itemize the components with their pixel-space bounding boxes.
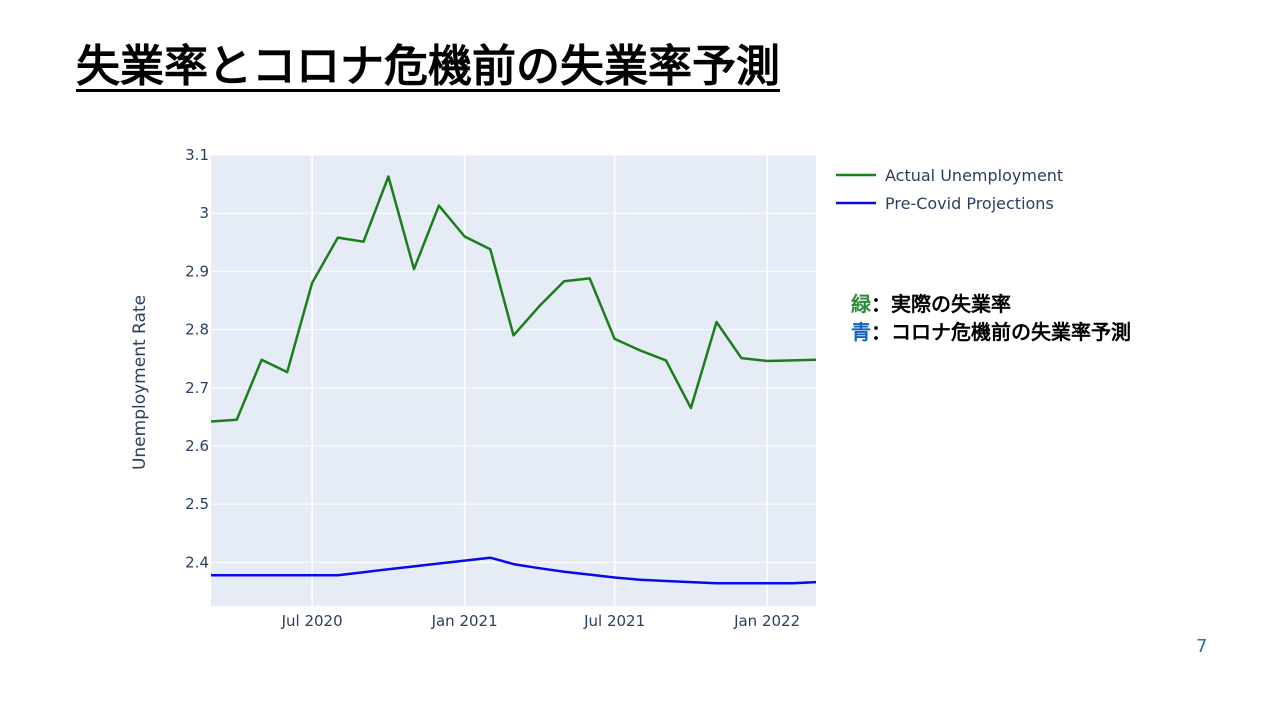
y-tick-label: 2.9: [185, 262, 209, 280]
note-blue-text: ：コロナ危機前の失業率予測: [871, 320, 1131, 344]
y-tick-label: 2.8: [185, 321, 209, 339]
series-line-projection: [211, 556, 816, 585]
note-green-key: 緑: [851, 292, 871, 316]
legend-label: Pre-Covid Projections: [885, 194, 1054, 213]
x-tick-label: Jan 2022: [733, 612, 800, 630]
y-tick-label: 3: [199, 204, 209, 222]
y-tick-label: 2.5: [185, 495, 209, 513]
x-tick-label: Jul 2021: [583, 612, 645, 630]
note-green: 緑：実際の失業率: [851, 290, 1131, 318]
y-tick-label: 2.6: [185, 437, 209, 455]
y-axis-label: Unemployment Rate: [130, 295, 150, 470]
series-line-actual: [211, 175, 816, 423]
note-blue: 青：コロナ危機前の失業率予測: [851, 318, 1131, 346]
color-notes: 緑：実際の失業率 青：コロナ危機前の失業率予測: [851, 290, 1131, 346]
plot-background: [211, 155, 816, 606]
note-green-text: ：実際の失業率: [871, 292, 1011, 316]
note-blue-key: 青: [851, 320, 871, 344]
y-tick-label: 2.7: [185, 379, 209, 397]
y-tick-label: 2.4: [185, 553, 209, 571]
page-number: 7: [1196, 636, 1208, 657]
x-tick-label: Jul 2020: [281, 612, 343, 630]
x-tick-label: Jan 2021: [431, 612, 498, 630]
y-tick-label: 3.1: [185, 146, 209, 164]
legend-label: Actual Unemployment: [885, 166, 1063, 185]
slide-title: 失業率とコロナ危機前の失業率予測: [76, 41, 780, 92]
